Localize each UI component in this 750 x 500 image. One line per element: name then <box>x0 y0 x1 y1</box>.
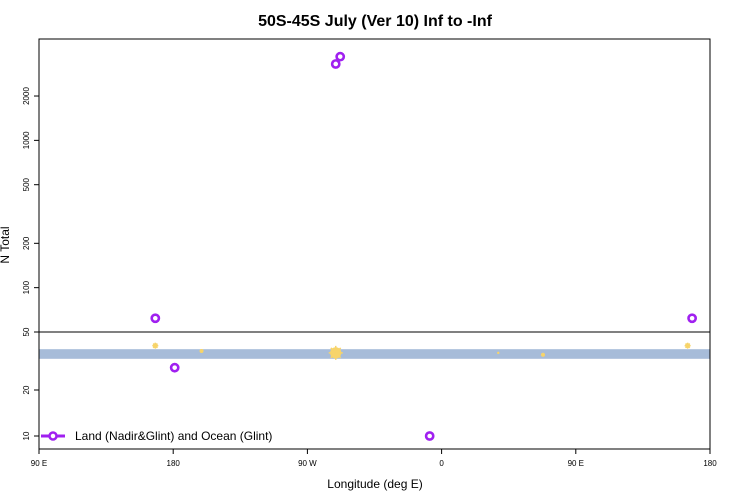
glyph-ray <box>497 351 500 354</box>
plot-frame <box>38 38 711 450</box>
glyph-marker <box>540 352 545 357</box>
legend-marker <box>48 431 58 441</box>
glyph-marker <box>497 351 500 355</box>
data-band <box>39 349 710 359</box>
x-tick-label: 90 E <box>31 459 47 468</box>
legend-label: Land (Nadir&Glint) and Ocean (Glint) <box>75 429 272 443</box>
x-tick-label: 180 <box>167 459 181 468</box>
y-tick-label: 100 <box>22 280 31 294</box>
data-point <box>335 51 346 62</box>
y-axis-title: N Total <box>0 226 12 263</box>
x-tick-label: 90 E <box>568 459 584 468</box>
glyph-ray <box>330 347 337 354</box>
glyph-marker <box>152 342 159 349</box>
glyph-ray <box>330 352 337 359</box>
glyph-markers <box>152 342 691 360</box>
data-point <box>150 313 161 324</box>
glyph-ray <box>542 352 545 356</box>
glyph-ray <box>335 347 342 354</box>
glyph-ray <box>154 343 158 347</box>
x-tick-label: 0 <box>439 459 444 468</box>
x-axis: 90 E 180 90 W 0 90 E 180 <box>31 449 717 468</box>
y-tick-label: 200 <box>22 236 31 250</box>
x-tick-label: 180 <box>703 459 717 468</box>
y-tick-label: 10 <box>22 431 31 440</box>
y-tick-label: 2000 <box>22 87 31 105</box>
glyph-marker <box>328 345 343 360</box>
y-tick-label: 20 <box>22 385 31 394</box>
glyph-ray <box>687 343 691 347</box>
data-point <box>424 431 435 441</box>
x-tick-label: 90 W <box>298 459 317 468</box>
glyph-ray <box>335 352 342 359</box>
y-axis: 50 100 200 500 1000 2000 10 20 <box>22 87 39 440</box>
y-tick-label: 500 <box>22 177 31 191</box>
chart-title: 50S-45S July (Ver 10) Inf to -Inf <box>258 13 493 30</box>
data-point <box>330 59 341 69</box>
y-tick-label: 1000 <box>22 131 31 149</box>
legend: Land (Nadir&Glint) and Ocean (Glint) <box>41 429 272 443</box>
data-points <box>150 51 698 441</box>
y-tick-label: 50 <box>22 327 31 336</box>
glyph-marker <box>199 348 204 353</box>
glyph-ray <box>201 349 204 352</box>
glyph-marker <box>684 342 691 349</box>
x-axis-title: Longitude (deg E) <box>327 477 422 491</box>
data-point <box>169 362 180 373</box>
data-point <box>687 313 698 324</box>
